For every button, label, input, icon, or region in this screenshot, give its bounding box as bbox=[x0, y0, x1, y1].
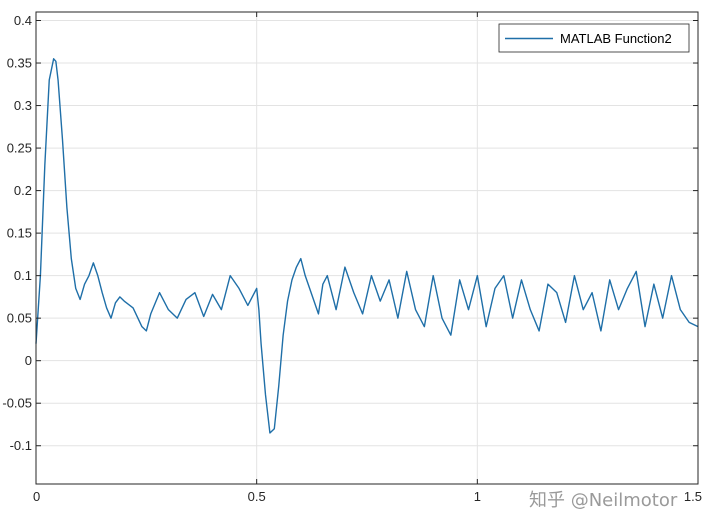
series-line-0 bbox=[35, 58, 699, 434]
legend-label: MATLAB Function2 bbox=[560, 31, 672, 46]
y-tick-label: 0.25 bbox=[7, 141, 32, 156]
x-tick-label: 0.5 bbox=[248, 489, 266, 504]
y-tick-label: -0.05 bbox=[2, 396, 32, 411]
y-tick-label: 0.4 bbox=[14, 13, 32, 28]
x-tick-label: 1.5 bbox=[684, 489, 702, 504]
y-tick-label: 0.35 bbox=[7, 56, 32, 71]
y-tick-label: 0.1 bbox=[14, 268, 32, 283]
legend: MATLAB Function2 bbox=[498, 23, 690, 53]
x-tick-label: 1 bbox=[474, 489, 481, 504]
x-tick-label: 0 bbox=[33, 489, 40, 504]
y-tick-label: 0.05 bbox=[7, 311, 32, 326]
y-tick-label: 0 bbox=[25, 353, 32, 368]
y-tick-label: 0.15 bbox=[7, 226, 32, 241]
y-tick-label: 0.3 bbox=[14, 98, 32, 113]
series-layer bbox=[35, 58, 699, 434]
y-tick-label: 0.2 bbox=[14, 183, 32, 198]
y-tick-label: -0.1 bbox=[10, 438, 32, 453]
tick-layer: -0.1 -0.05 0 0.05 0.1 0.15 0.2 0.25 0.3 0.35 0.4 0 0… bbox=[2, 12, 702, 504]
watermark: 知乎 @Neilmotor bbox=[529, 490, 678, 511]
axes-frame bbox=[35, 11, 699, 485]
